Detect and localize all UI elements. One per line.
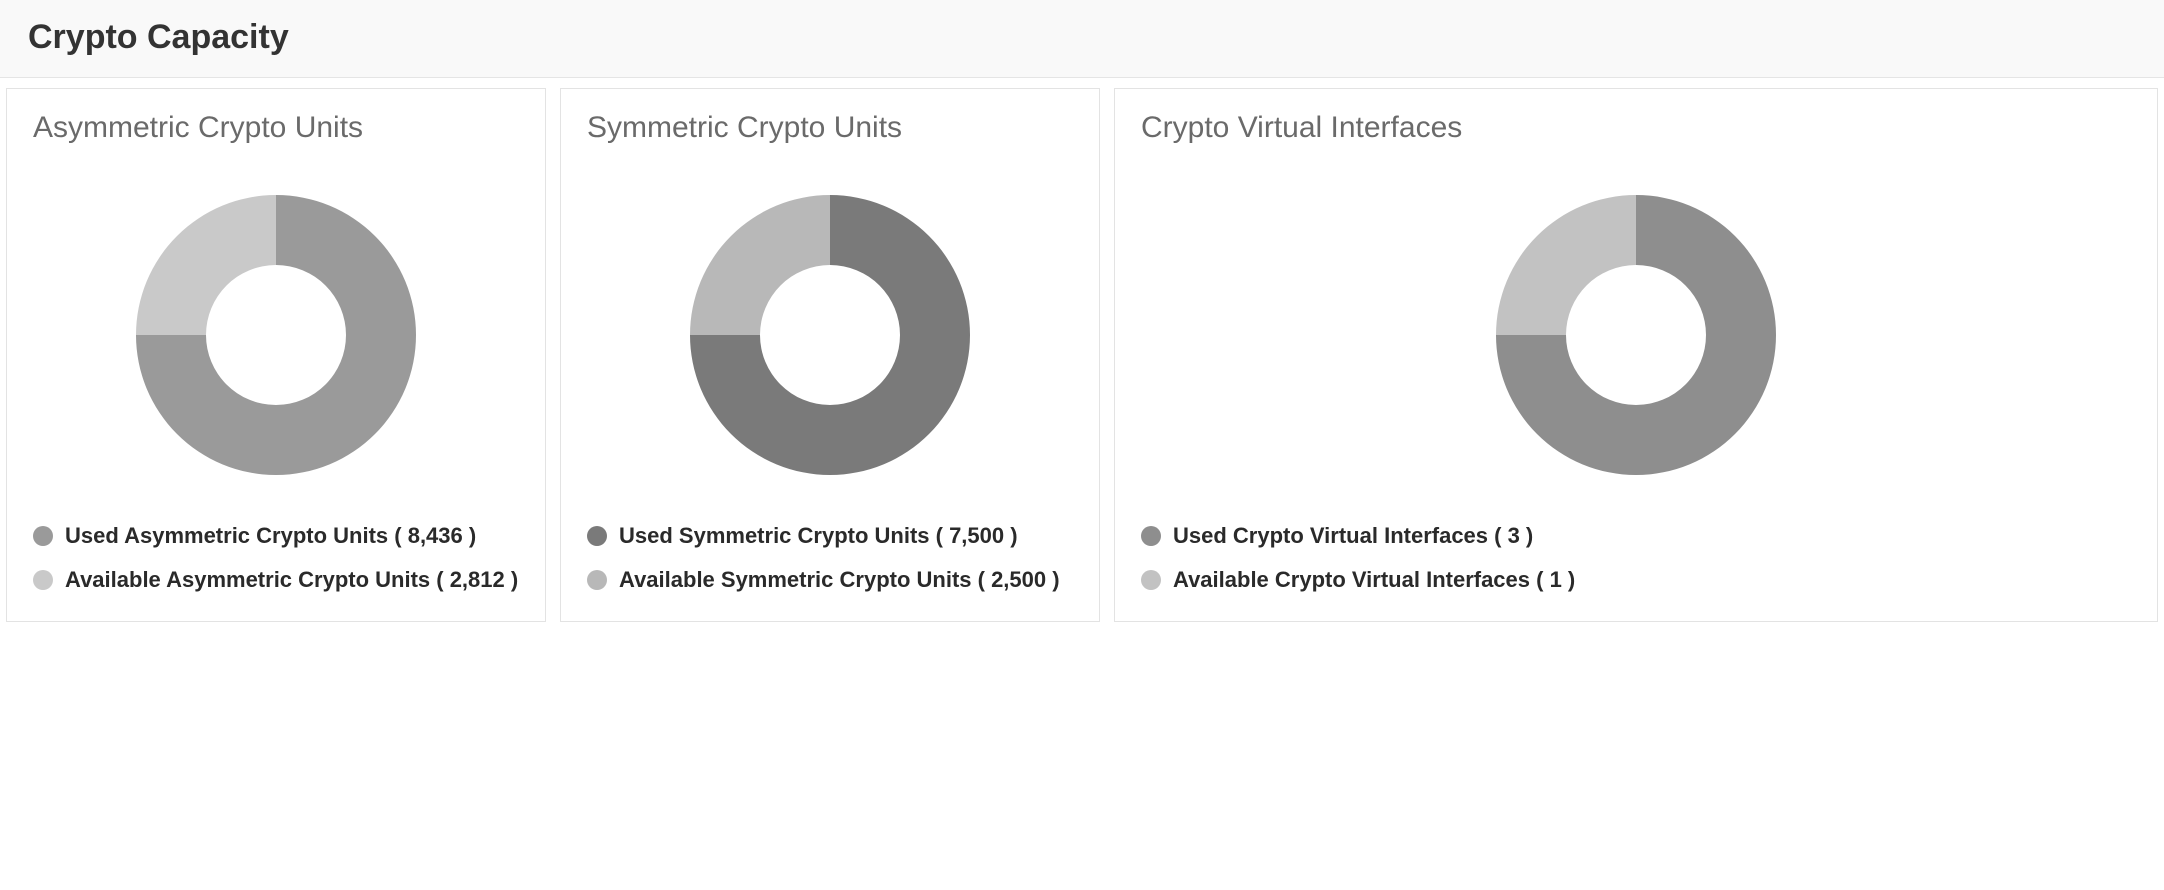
- legend-label: Available Crypto Virtual Interfaces ( 1 …: [1173, 567, 1575, 593]
- panel-symmetric: Symmetric Crypto Units Used Symmetric Cr…: [560, 88, 1100, 622]
- donut-slice-available[interactable]: [136, 195, 276, 335]
- legend-swatch-icon: [587, 570, 607, 590]
- legend-swatch-icon: [1141, 526, 1161, 546]
- legend-label: Available Asymmetric Crypto Units ( 2,81…: [65, 567, 518, 593]
- donut-slice-available[interactable]: [1496, 195, 1636, 335]
- legend-item-available[interactable]: Available Crypto Virtual Interfaces ( 1 …: [1141, 567, 2131, 593]
- page-header: Crypto Capacity: [0, 0, 2164, 78]
- legend-label: Available Symmetric Crypto Units ( 2,500…: [619, 567, 1060, 593]
- panel-virtual-interfaces: Crypto Virtual Interfaces Used Crypto Vi…: [1114, 88, 2158, 622]
- legend-swatch-icon: [33, 526, 53, 546]
- legend-asymmetric: Used Asymmetric Crypto Units ( 8,436 ) A…: [33, 523, 519, 593]
- panel-title: Asymmetric Crypto Units: [33, 111, 519, 145]
- legend-label: Used Crypto Virtual Interfaces ( 3 ): [1173, 523, 1533, 549]
- panel-asymmetric: Asymmetric Crypto Units Used Asymmetric …: [6, 88, 546, 622]
- panel-title: Symmetric Crypto Units: [587, 111, 1073, 145]
- legend-swatch-icon: [587, 526, 607, 546]
- legend-item-used[interactable]: Used Symmetric Crypto Units ( 7,500 ): [587, 523, 1073, 549]
- legend-swatch-icon: [33, 570, 53, 590]
- legend-symmetric: Used Symmetric Crypto Units ( 7,500 ) Av…: [587, 523, 1073, 593]
- panel-title: Crypto Virtual Interfaces: [1141, 111, 2131, 145]
- donut-chart-virtual: [1141, 155, 2131, 515]
- legend-label: Used Asymmetric Crypto Units ( 8,436 ): [65, 523, 476, 549]
- legend-swatch-icon: [1141, 570, 1161, 590]
- legend-virtual: Used Crypto Virtual Interfaces ( 3 ) Ava…: [1141, 523, 2131, 593]
- legend-item-available[interactable]: Available Symmetric Crypto Units ( 2,500…: [587, 567, 1073, 593]
- legend-item-used[interactable]: Used Asymmetric Crypto Units ( 8,436 ): [33, 523, 519, 549]
- donut-chart-asymmetric: [33, 155, 519, 515]
- page-title: Crypto Capacity: [28, 18, 2136, 57]
- panels-row: Asymmetric Crypto Units Used Asymmetric …: [0, 78, 2164, 622]
- legend-item-available[interactable]: Available Asymmetric Crypto Units ( 2,81…: [33, 567, 519, 593]
- donut-chart-symmetric: [587, 155, 1073, 515]
- legend-label: Used Symmetric Crypto Units ( 7,500 ): [619, 523, 1018, 549]
- donut-slice-available[interactable]: [690, 195, 830, 335]
- legend-item-used[interactable]: Used Crypto Virtual Interfaces ( 3 ): [1141, 523, 2131, 549]
